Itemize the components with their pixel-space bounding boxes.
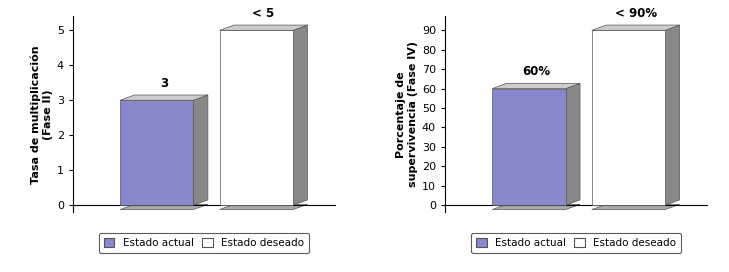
Polygon shape bbox=[219, 204, 308, 209]
Y-axis label: Tasa de multiplicación
(Fase II): Tasa de multiplicación (Fase II) bbox=[31, 45, 52, 184]
Polygon shape bbox=[492, 204, 580, 209]
Legend: Estado actual, Estado deseado: Estado actual, Estado deseado bbox=[99, 233, 309, 254]
Polygon shape bbox=[120, 204, 208, 209]
Text: < 5: < 5 bbox=[252, 7, 275, 20]
Text: < 90%: < 90% bbox=[615, 7, 657, 20]
Polygon shape bbox=[293, 25, 308, 205]
Polygon shape bbox=[193, 95, 208, 205]
Polygon shape bbox=[592, 30, 665, 205]
Polygon shape bbox=[120, 100, 193, 205]
Polygon shape bbox=[492, 83, 580, 89]
Legend: Estado actual, Estado deseado: Estado actual, Estado deseado bbox=[471, 233, 681, 254]
Polygon shape bbox=[566, 83, 580, 205]
Polygon shape bbox=[665, 25, 679, 205]
Y-axis label: Porcentaje de
supervivencia (Fase IV): Porcentaje de supervivencia (Fase IV) bbox=[396, 41, 418, 187]
Polygon shape bbox=[492, 89, 566, 205]
Polygon shape bbox=[219, 25, 308, 30]
Polygon shape bbox=[120, 95, 208, 100]
Polygon shape bbox=[219, 30, 293, 205]
Polygon shape bbox=[592, 204, 679, 209]
Text: 3: 3 bbox=[160, 77, 168, 90]
Polygon shape bbox=[592, 25, 679, 30]
Text: 60%: 60% bbox=[522, 65, 550, 78]
